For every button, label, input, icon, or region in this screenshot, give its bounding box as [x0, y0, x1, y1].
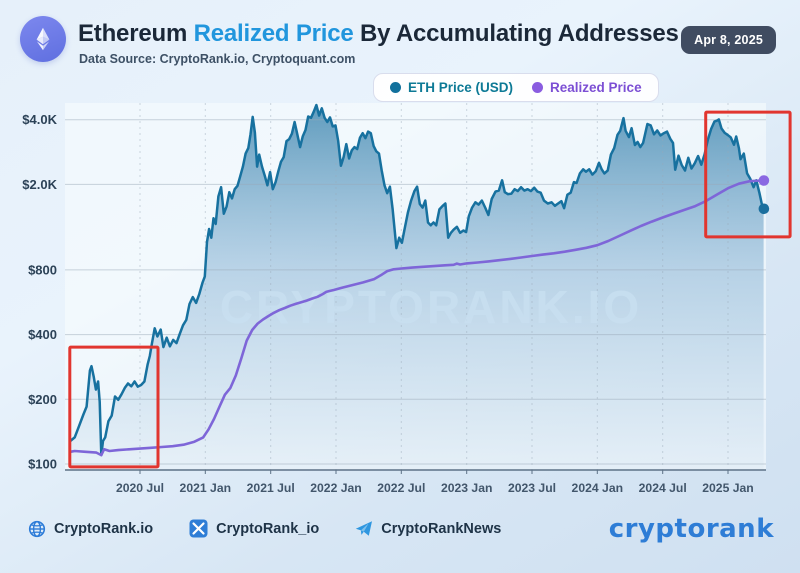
footer-telegram-label: CryptoRankNews — [381, 520, 502, 537]
y-tick-label: $100 — [28, 457, 57, 472]
y-tick-label: $400 — [28, 327, 57, 342]
y-tick-label: $2.0K — [22, 177, 57, 192]
page-subtitle: Data Source: CryptoRank.io, Cryptoquant.… — [79, 52, 356, 66]
y-tick-label: $4.0K — [22, 112, 57, 127]
date-badge: Apr 8, 2025 — [681, 26, 776, 54]
highlight-box-2020 — [68, 345, 160, 469]
chart-legend: ETH Price (USD) Realized Price — [373, 73, 659, 102]
footer-website-label: CryptoRank.io — [54, 520, 154, 537]
y-tick-label: $200 — [28, 392, 57, 407]
watermark-text: CRYPTORANK.IO — [220, 281, 642, 333]
price-chart: CRYPTORANK.IO $4.0K $2.0K $800 $400 $200 $100 2… — [22, 103, 792, 495]
x-tick-label: 2022 Jul — [377, 481, 425, 495]
x-tick-label: 2023 Jan — [441, 481, 493, 495]
eth-end-dot — [758, 203, 770, 215]
legend-label-eth: ETH Price (USD) — [408, 80, 514, 95]
legend-item-eth-price[interactable]: ETH Price (USD) — [390, 80, 513, 95]
realized-end-dot — [758, 175, 770, 186]
footer-link-twitter[interactable]: CryptoRank_io — [189, 519, 319, 538]
x-tick-label: 2024 Jul — [639, 481, 687, 495]
realized-price-dot-icon — [532, 82, 544, 93]
x-tick-label: 2021 Jul — [247, 481, 295, 495]
x-twitter-icon — [189, 519, 208, 538]
x-tick-label: 2025 Jan — [702, 481, 754, 495]
title-part1: Ethereum — [78, 20, 188, 47]
ethereum-diamond-glyph — [36, 27, 50, 51]
telegram-icon — [356, 521, 373, 536]
legend-item-realized-price[interactable]: Realized Price — [532, 80, 642, 95]
x-tick-label: 2024 Jan — [572, 481, 624, 495]
realized-price-line — [69, 179, 766, 457]
ethereum-logo-icon — [20, 16, 66, 62]
page-title: Ethereum Realized Price By Accumulating … — [78, 20, 679, 48]
title-part2: By Accumulating Addresses — [360, 20, 679, 47]
title-highlight: Realized Price — [193, 20, 354, 47]
x-tick-label: 2020 Jul — [116, 481, 164, 495]
footer-link-website[interactable]: CryptoRank.io — [28, 520, 153, 538]
globe-icon — [28, 520, 46, 537]
footer-links: CryptoRank.io CryptoRank_io CryptoRankNe… — [28, 519, 501, 538]
x-tick-label: 2021 Jan — [180, 481, 232, 495]
x-tick-label: 2023 Jul — [508, 481, 556, 495]
eth-price-dot-icon — [390, 82, 401, 93]
y-tick-label: $800 — [28, 262, 57, 277]
footer-link-telegram[interactable]: CryptoRankNews — [355, 520, 501, 537]
eth-price-line — [69, 103, 765, 457]
legend-label-realized: Realized Price — [550, 80, 642, 95]
eth-price-area — [70, 105, 764, 470]
cryptorank-logo: cryptorank — [608, 514, 774, 544]
x-tick-label: 2022 Jan — [310, 481, 362, 495]
footer-twitter-label: CryptoRank_io — [216, 520, 320, 537]
highlight-box-2025 — [704, 110, 792, 239]
